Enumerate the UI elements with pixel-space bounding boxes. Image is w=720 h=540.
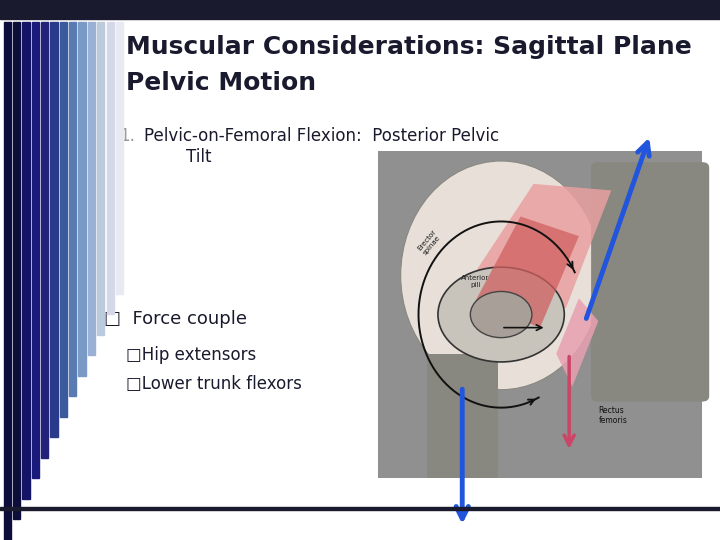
Bar <box>32 22 39 478</box>
Bar <box>4 22 11 540</box>
Ellipse shape <box>400 161 601 390</box>
Text: Rectus
femoris: Rectus femoris <box>598 406 627 426</box>
Circle shape <box>438 267 564 362</box>
Text: Pelvic Motion: Pelvic Motion <box>126 71 316 95</box>
Polygon shape <box>475 217 579 328</box>
Bar <box>378 151 702 478</box>
Text: Anterior
pili: Anterior pili <box>461 275 490 288</box>
Bar <box>97 22 104 335</box>
Bar <box>69 22 76 396</box>
Circle shape <box>470 292 532 338</box>
Text: □Lower trunk flexors: □Lower trunk flexors <box>126 375 302 393</box>
Text: □Hip extensors: □Hip extensors <box>126 346 256 363</box>
Bar <box>60 22 67 417</box>
Polygon shape <box>556 298 598 387</box>
Text: □  Force couple: □ Force couple <box>104 310 248 328</box>
Bar <box>0 507 720 510</box>
FancyBboxPatch shape <box>591 162 709 402</box>
Bar <box>50 22 58 437</box>
Text: Pelvic-on-Femoral Flexion:  Posterior Pelvic
        Tilt: Pelvic-on-Femoral Flexion: Posterior Pel… <box>144 127 499 166</box>
Polygon shape <box>469 184 611 308</box>
Bar <box>88 22 95 355</box>
Bar <box>13 22 20 519</box>
Bar <box>107 22 114 314</box>
Bar <box>116 22 123 294</box>
Bar <box>0 0 720 19</box>
Text: 1.: 1. <box>119 127 135 145</box>
Text: Muscular Considerations: Sagittal Plane: Muscular Considerations: Sagittal Plane <box>126 35 692 59</box>
Bar <box>78 22 86 376</box>
Text: Erector
spinae: Erector spinae <box>417 229 443 256</box>
Bar <box>426 354 498 478</box>
Bar <box>41 22 48 458</box>
Bar <box>22 22 30 499</box>
